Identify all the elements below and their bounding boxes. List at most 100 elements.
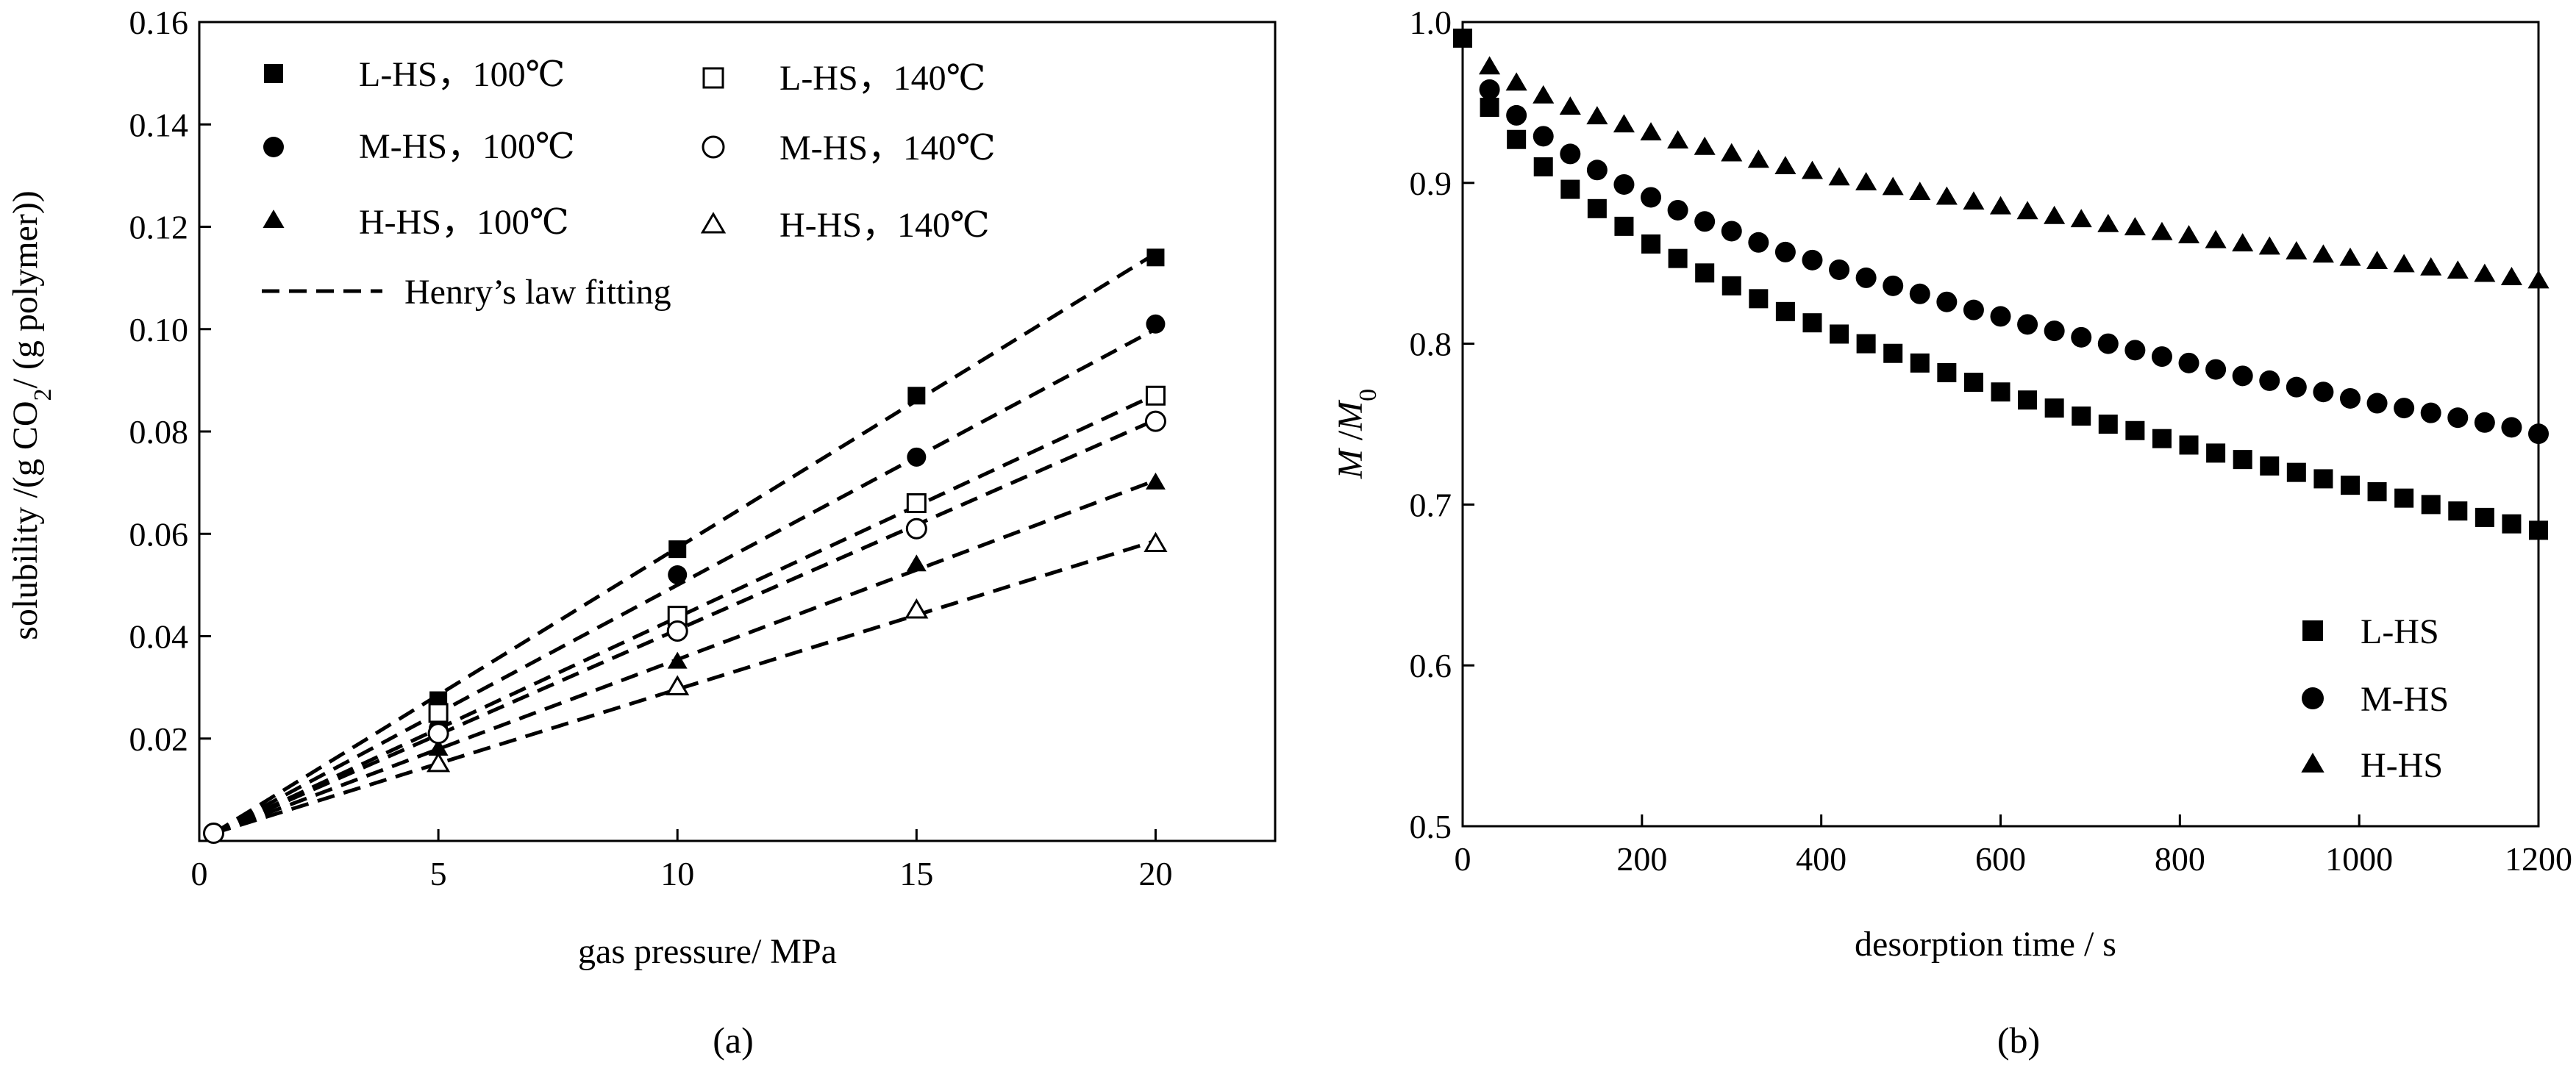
data-point: [2044, 320, 2065, 342]
y-tick-label: 0.12: [129, 209, 189, 246]
data-point: [1990, 306, 2011, 327]
data-point: [1775, 301, 1795, 321]
data-point: [1963, 191, 1985, 210]
x-tick-label: 0: [191, 855, 208, 892]
data-point: [1721, 221, 1742, 242]
data-point: [2286, 462, 2306, 482]
data-point: [2366, 251, 2388, 270]
data-point: [1828, 167, 1850, 186]
chart-a-y-ticks: 0.02 0.04 0.06 0.08 0.10 0.12 0.14 0.16: [129, 4, 211, 758]
data-point: [1909, 283, 1930, 304]
data-point: [1533, 157, 1553, 176]
fit-line-3: [213, 479, 1157, 835]
chart-a-x-axis-label: gas pressure/ MPa: [578, 932, 837, 971]
data-point: [1829, 259, 1850, 280]
y-tick-label: 0.10: [129, 311, 189, 348]
data-point: [666, 675, 690, 695]
data-point: [2232, 365, 2253, 387]
data-point: [1694, 136, 1716, 155]
data-point: [1749, 289, 1769, 309]
chart-a-x-ticks: 0 5 10 15 20: [191, 829, 1172, 892]
data-point: [2420, 402, 2441, 423]
origin-data-point: [203, 823, 225, 845]
data-point: [2501, 417, 2522, 438]
data-point: [1453, 28, 1472, 48]
data-point: [2312, 244, 2334, 263]
y-tick-label: 0.7: [1410, 486, 1452, 523]
data-point: [427, 751, 451, 773]
data-point: [1747, 149, 1769, 168]
data-point: [666, 620, 688, 642]
y-tick-label: 1.0: [1410, 4, 1452, 41]
data-point: [1909, 182, 1931, 200]
data-point: [1935, 186, 1958, 205]
legend-marker-2: [2302, 687, 2324, 709]
data-point: [2447, 260, 2469, 279]
data-point: [2259, 370, 2280, 391]
data-point: [906, 554, 927, 572]
fit-line-5: [213, 418, 1157, 835]
x-tick-label: 10: [660, 855, 694, 892]
y-tick-label: 0.9: [1410, 165, 1452, 202]
data-point: [1480, 97, 1499, 117]
chart-b-y-axis-label: M /M0: [1331, 389, 1382, 479]
data-point: [2177, 225, 2200, 244]
data-point: [1505, 72, 1527, 91]
x-tick-label: 200: [1616, 840, 1667, 878]
legend-label-2: M-HS: [2361, 680, 2449, 719]
y-tick-label: 0.16: [129, 4, 189, 41]
data-point: [1802, 313, 1822, 333]
data-point: [2097, 333, 2119, 354]
data-point: [2206, 443, 2226, 463]
chart-b-caption: (b): [1997, 1020, 2040, 1061]
legend-label-3: H-HS，100℃: [359, 203, 569, 242]
data-point: [1479, 79, 1500, 100]
data-point: [2258, 236, 2280, 255]
chart-b: 0 200 400 600 800 1000 1200 0.5 0.6 0.7 0.8 0.9 1.0…: [1331, 4, 2572, 1061]
data-point: [2232, 233, 2254, 251]
data-point: [1774, 156, 1797, 174]
data-point: [1748, 232, 1769, 253]
legend-label-6: H-HS，140℃: [779, 206, 990, 245]
legend-fit-label: Henry’s law fitting: [404, 273, 671, 312]
data-point: [2502, 514, 2522, 534]
data-point: [2474, 412, 2495, 433]
data-point: [2179, 435, 2199, 455]
data-point: [1668, 248, 1688, 268]
legend-marker-3: [263, 209, 285, 229]
data-point: [1507, 129, 1527, 149]
data-point: [1613, 114, 1635, 133]
data-point: [1640, 122, 1662, 141]
y-tick-label: 0.08: [129, 413, 189, 451]
data-point: [2098, 415, 2118, 434]
x-tick-label: 15: [899, 855, 933, 892]
chart-a-legend: Henry’s law fitting L-HS，100℃ M-HS，100℃ H-…: [262, 55, 996, 312]
data-point: [2313, 382, 2334, 403]
data-point: [1855, 171, 1877, 190]
chart-a-y-axis-label: solubility /(g CO2/ (g polymer)): [6, 190, 57, 640]
legend-marker-6: [700, 212, 727, 234]
data-point: [1989, 196, 2012, 215]
data-point: [1883, 275, 1904, 296]
legend-marker-1: [2302, 620, 2323, 641]
data-point: [2500, 267, 2522, 285]
data-point: [2205, 359, 2227, 380]
data-point: [1613, 173, 1635, 195]
data-point: [1560, 143, 1581, 165]
data-point: [668, 565, 688, 584]
x-tick-label: 0: [1455, 840, 1471, 878]
data-point: [2233, 450, 2252, 470]
data-point: [2044, 205, 2066, 224]
data-point: [1883, 343, 1903, 363]
y-tick-label: 0.6: [1410, 647, 1452, 684]
data-point: [2178, 352, 2199, 373]
data-point: [2340, 476, 2360, 495]
data-point: [2528, 423, 2549, 445]
legend-label-3: H-HS: [2361, 746, 2443, 785]
data-point: [2097, 213, 2119, 232]
legend-marker-5: [702, 135, 725, 159]
data-point: [2339, 247, 2361, 266]
data-point: [1856, 334, 1876, 354]
legend-label-1: L-HS: [2361, 612, 2439, 651]
chart-b-legend: L-HS M-HS H-HS: [2301, 612, 2449, 785]
